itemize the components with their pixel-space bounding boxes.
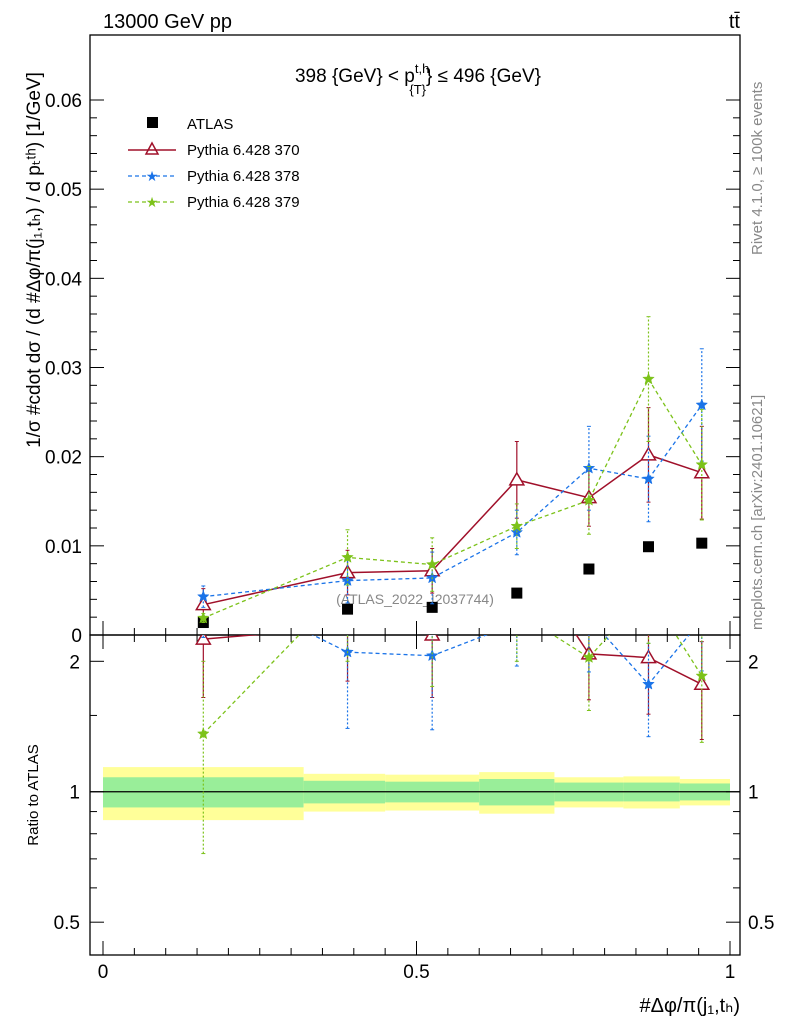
legend-370-marker bbox=[144, 141, 160, 155]
p378-ratio-point-3 bbox=[511, 617, 522, 628]
x-tick-label-1: 0.5 bbox=[403, 962, 429, 983]
p370-ratio-point-1 bbox=[341, 620, 355, 632]
ratio-tick-label-r-1: 1 bbox=[748, 783, 759, 804]
legend-atlas-label: ATLAS bbox=[187, 116, 233, 133]
y-tick-label-1: 0.01 bbox=[45, 537, 82, 558]
atlas-point-4 bbox=[583, 563, 595, 575]
p379-ratio-point-3 bbox=[511, 606, 522, 617]
atlas-point-1 bbox=[342, 603, 354, 615]
rivet-label: Rivet 4.1.0, ≥ 100k events bbox=[749, 82, 766, 255]
ratio-tick-label-2: 2 bbox=[69, 652, 80, 673]
p379-point-4 bbox=[582, 493, 596, 506]
legend-370-label: Pythia 6.428 370 bbox=[187, 142, 300, 159]
ratio-tick-label-r-2: 2 bbox=[748, 652, 759, 673]
ratio-tick-label-r-0: 0.5 bbox=[748, 913, 774, 934]
header-right: tt̄ bbox=[729, 11, 741, 33]
p378-point-0 bbox=[196, 590, 210, 603]
p379-ratio-point-4 bbox=[582, 650, 596, 663]
p379-ratio-point-5 bbox=[643, 585, 654, 596]
legend-379-marker: ★ bbox=[146, 194, 159, 210]
mcplots-label: mcplots.cern.ch [arXiv:2401.10621] bbox=[749, 395, 766, 630]
legend-379-label: Pythia 6.428 379 bbox=[187, 194, 300, 211]
y-tick-label-2: 0.02 bbox=[45, 448, 82, 469]
title-post: } ≤ 496 {GeV} bbox=[426, 66, 541, 87]
x-tick-label-2: 1 bbox=[725, 962, 736, 983]
atlas-point-6 bbox=[696, 537, 708, 549]
p378-ratio-point-4 bbox=[583, 612, 594, 623]
p379-point-0 bbox=[196, 611, 210, 624]
p379-point-3 bbox=[510, 519, 524, 532]
y-tick-label-6: 0.06 bbox=[45, 91, 82, 112]
p370-point-0 bbox=[195, 596, 212, 611]
y-tick-label-0: 0 bbox=[71, 626, 82, 647]
x-tick-label-0: 0 bbox=[98, 962, 109, 983]
main-series bbox=[195, 316, 711, 629]
y-tick-label-4: 0.04 bbox=[45, 269, 82, 290]
p379-point-2 bbox=[425, 557, 439, 570]
p370-line bbox=[203, 454, 703, 606]
p379-point-1 bbox=[341, 550, 354, 563]
axes: 0 0.01 0.02 0.03 0.04 0.05 0.06 0 0.5 1 0.5 0.5 1 1 2 2 bbox=[45, 91, 774, 983]
ratio-plot-frame bbox=[89, 634, 741, 956]
p378-point-6 bbox=[695, 398, 709, 411]
title-sup: t,h bbox=[415, 61, 429, 76]
p378-point-4 bbox=[582, 461, 596, 474]
legend-atlas-marker bbox=[147, 117, 158, 128]
title-pre: 398 {GeV} < p bbox=[295, 66, 415, 87]
p379-point-5 bbox=[642, 372, 655, 385]
atlas-point-2 bbox=[426, 601, 438, 613]
ratio-uncertainty-bands bbox=[103, 767, 730, 821]
p370-ratio-point-0 bbox=[195, 635, 212, 645]
analysis-watermark: (ATLAS_2022_I2037744) bbox=[336, 591, 494, 607]
p379-ratio-point-0 bbox=[196, 727, 210, 740]
p378-line bbox=[203, 404, 703, 598]
p378-ratio-point-0 bbox=[198, 575, 209, 586]
legend-378-marker: ★ bbox=[146, 168, 159, 184]
y-tick-label-3: 0.03 bbox=[45, 359, 82, 380]
legend: ATLAS Pythia 6.428 370 ★ Pythia 6.428 37… bbox=[128, 116, 300, 211]
p370-ratio-point-6 bbox=[693, 675, 711, 691]
p378-point-5 bbox=[642, 472, 655, 485]
ratio-axis-label: Ratio to ATLAS bbox=[25, 744, 42, 845]
p379-ratio-point-6 bbox=[695, 669, 709, 682]
x-axis-label: #Δφ/π(j₁,tₕ) bbox=[639, 995, 740, 1017]
p370-point-3 bbox=[508, 471, 526, 486]
legend-378-label: Pythia 6.428 378 bbox=[187, 168, 300, 185]
p378-ratio-point-5 bbox=[642, 677, 655, 690]
y-tick-label-5: 0.05 bbox=[45, 180, 82, 201]
atlas-point-3 bbox=[511, 587, 523, 599]
p379-line bbox=[203, 377, 703, 619]
p379-point-6 bbox=[695, 458, 709, 471]
ratio-series bbox=[195, 575, 711, 855]
header-left: 13000 GeV pp bbox=[103, 11, 232, 33]
ratio-tick-label-1: 1 bbox=[69, 783, 80, 804]
title-sub: {T} bbox=[409, 82, 426, 97]
chart-title: 398 {GeV} < pt,h {T}} ≤ 496 {GeV} bbox=[295, 61, 541, 97]
ratio-tick-label-0: 0.5 bbox=[54, 913, 80, 934]
y-axis-label: 1/σ #cdot dσ / (d #Δφ/π(j₁,tₕ) / d pₜᵗʰ)… bbox=[24, 72, 45, 448]
p378-ratio-point-6 bbox=[696, 613, 707, 624]
atlas-point-5 bbox=[642, 541, 654, 553]
